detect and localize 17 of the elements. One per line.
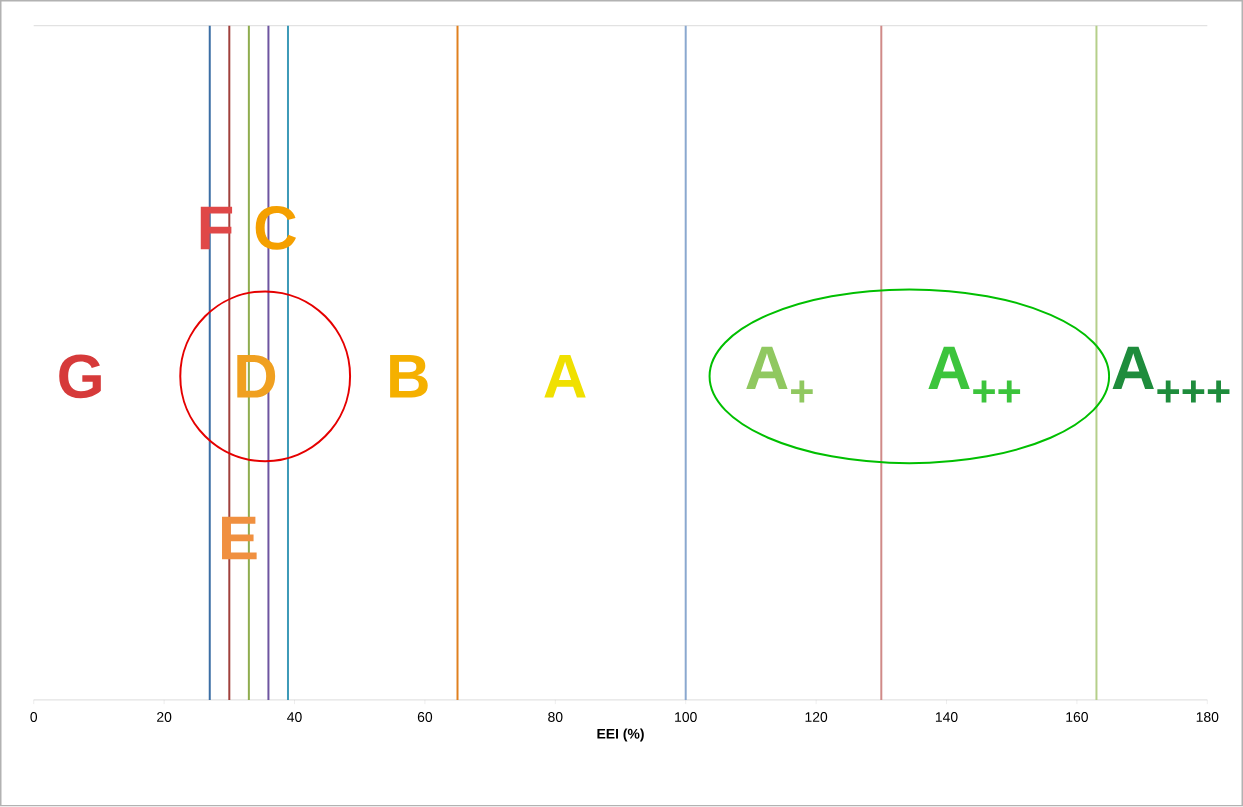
annotation: A$_{+++}$ [1112, 346, 1230, 403]
x-axis-title: EEI (%) [597, 728, 644, 742]
x-tick-label: 60 [417, 712, 433, 723]
x-tick-label: 20 [157, 712, 172, 723]
x-tick-label: 100 [675, 712, 697, 723]
annotation: A [544, 355, 586, 398]
x-tick-label: 80 [548, 712, 563, 723]
annotation: A$_{++}$ [928, 346, 1021, 403]
x-tick-label: 0 [30, 712, 38, 723]
x-tick-label: 160 [1066, 712, 1088, 723]
x-tick-label: 180 [1196, 712, 1219, 723]
annotation: B [390, 355, 428, 398]
x-tick-label: 40 [287, 712, 302, 723]
x-tick-label: 120 [805, 712, 828, 723]
annotation: G [59, 354, 101, 399]
x-tick-label: 140 [935, 712, 958, 723]
annotation: A$_{+}$ [746, 346, 813, 403]
